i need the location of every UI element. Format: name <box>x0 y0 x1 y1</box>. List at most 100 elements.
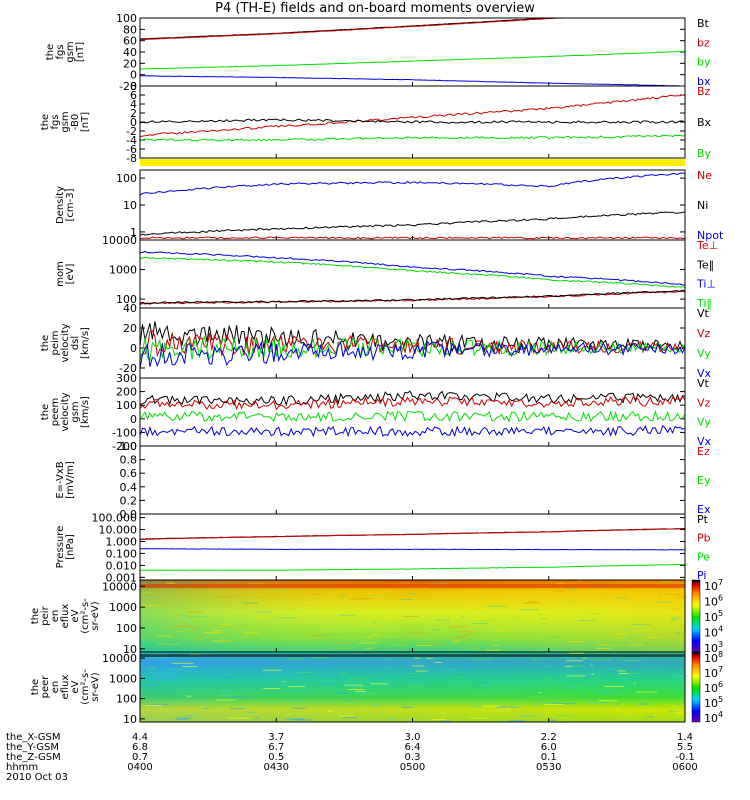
spectrogram-streak <box>307 593 326 595</box>
spectrogram-streak <box>369 626 379 628</box>
y-tick-label: 100 <box>116 293 137 306</box>
spectrogram-streak <box>476 694 489 696</box>
spectrogram-streak <box>220 624 231 626</box>
panel-frame <box>139 169 686 241</box>
panel-ylabel-line: eflux <box>60 604 71 629</box>
spectrogram-streak <box>488 605 508 607</box>
panel-ylabel-line: peer <box>40 675 51 699</box>
spectrogram-streak <box>400 598 414 600</box>
spectrogram-streak <box>371 596 375 598</box>
spectrogram-streak <box>241 602 259 604</box>
spectrogram-streak <box>669 601 678 603</box>
panel-ylabel-line: [km/s] <box>80 396 91 428</box>
spectrogram-streak <box>182 666 198 668</box>
panel-ylabel-line: [nT] <box>80 112 91 132</box>
spectrogram-streak <box>309 635 325 637</box>
y-tick-label: 4 <box>130 98 137 111</box>
panel-8: Pressure [nPa] 100.00010.0001.0000.1000.01… <box>55 512 711 585</box>
spectrogram-streak <box>671 675 687 677</box>
y-tick-label: 1000 <box>109 601 137 614</box>
panel-ylabel-line: Pressure <box>55 526 66 569</box>
spectrogram-streak <box>332 647 355 649</box>
panel-4: mom [eV] 10000 1000 100 Te⊥ Te‖ Ti⊥ Ti‖ <box>55 234 718 310</box>
spectrogram-streak <box>357 642 379 644</box>
spectrogram-streak <box>545 636 560 638</box>
spectrogram-streak <box>245 711 257 713</box>
spectrogram-streak <box>186 695 192 697</box>
spectrogram-streak <box>145 684 156 686</box>
spectrogram-streak <box>347 685 364 687</box>
legend-entry: Bx <box>697 116 712 129</box>
spectrogram-streak <box>255 611 272 613</box>
spectrogram-streak <box>167 634 178 636</box>
spectrogram-streak <box>164 689 167 691</box>
spectrogram-streak <box>613 633 627 635</box>
spectrogram-streak <box>255 717 259 719</box>
spectrogram-streak <box>253 617 268 619</box>
panel-10: the peer en eflux eV (cm²-s-sr-eV)10000 1000 10… <box>30 650 723 726</box>
spectrogram-streak <box>451 648 462 650</box>
spectrogram-streak <box>167 668 184 670</box>
data-quality-bar <box>140 159 685 166</box>
panel-ylabel-line: [cm-3] <box>65 188 76 221</box>
panel-frame <box>139 85 686 159</box>
spectrogram-streak <box>506 660 523 662</box>
spectrogram-streak <box>581 673 591 675</box>
spectrogram-streak <box>647 644 653 646</box>
spectrogram-streak <box>211 640 231 642</box>
legend-entry: Vx <box>697 367 712 380</box>
spectrogram-streak <box>670 608 679 610</box>
bottom-value: 3.0 <box>405 732 421 743</box>
spectrogram-streak <box>551 629 567 631</box>
spectrogram-streak <box>590 673 595 675</box>
spectrogram-streak <box>415 670 428 672</box>
panel-ylabel-line: mom <box>55 261 66 287</box>
y-tick-label: 100 <box>116 12 137 25</box>
spectrogram-streak <box>267 597 270 599</box>
spectrogram-streak <box>441 622 450 624</box>
panel-ylabel-line: the <box>45 44 56 60</box>
spectrogram-streak <box>370 683 389 685</box>
spectrogram-streak <box>403 704 407 706</box>
spectrogram-streak <box>555 715 574 717</box>
spectrogram-streak <box>171 662 194 664</box>
spectrogram-streak <box>646 716 654 718</box>
y-tick-label: 10000 <box>102 652 137 665</box>
y-tick-label: 0 <box>130 413 137 426</box>
y-tick-label: -20 <box>119 80 137 93</box>
bottom-row-label: 2010 Oct 03 <box>6 772 68 783</box>
colorbar <box>691 579 701 653</box>
spectrogram-streak <box>569 652 584 654</box>
spectrogram-streak <box>339 673 349 675</box>
spectrogram-streak <box>631 623 651 625</box>
spectrogram-streak <box>674 596 687 598</box>
colorbar-exponent: 4 <box>718 625 723 634</box>
spectrogram-streak <box>321 634 339 636</box>
bottom-value: 6.8 <box>132 742 148 753</box>
colorbar-label: 10 <box>704 712 718 725</box>
spectrogram-streak <box>176 630 187 632</box>
series-line <box>139 289 686 305</box>
spectrogram-streak <box>381 649 388 651</box>
spectrogram-streak <box>607 668 616 670</box>
bottom-value: 0400 <box>127 762 152 773</box>
spectrogram-streak <box>664 593 682 595</box>
spectrogram-streak <box>426 657 433 659</box>
spectrogram-streak <box>356 623 365 625</box>
spectrogram-streak <box>674 632 684 634</box>
panel-ylabel-line: gsm <box>65 41 76 62</box>
panel-ylabel-line: the <box>40 335 51 351</box>
y-tick-label: 0.010 <box>106 559 138 572</box>
spectrogram-streak <box>373 622 377 624</box>
panel-ylabel-line: sr-eV) <box>90 672 101 701</box>
spectrogram-streak <box>267 616 283 618</box>
colorbar-label: 10 <box>704 652 718 665</box>
colorbar-exponent: 8 <box>718 650 723 659</box>
bottom-value: 4.4 <box>132 732 148 743</box>
colorbar-exponent: 4 <box>718 710 723 719</box>
legend-entry: Vz <box>697 396 711 409</box>
spectrogram-streak <box>171 623 183 625</box>
legend-entry: Pb <box>697 532 711 545</box>
spectrogram-streak <box>373 634 381 636</box>
spectrogram-streak <box>156 635 172 637</box>
